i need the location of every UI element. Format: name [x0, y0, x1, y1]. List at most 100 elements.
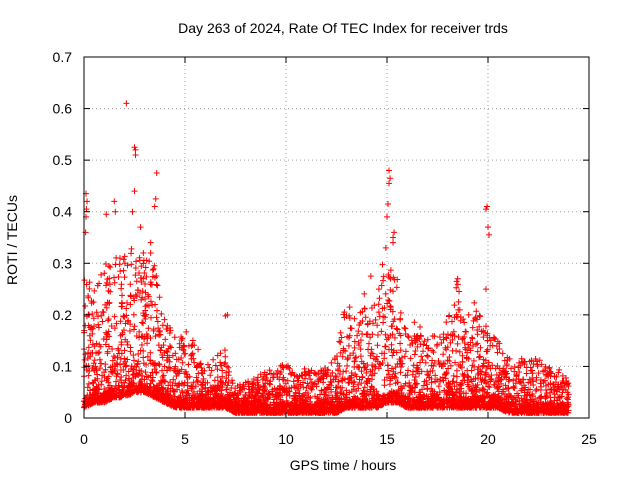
data-point: [82, 303, 89, 310]
data-point: [108, 323, 115, 330]
data-point: [147, 239, 154, 246]
data-point: [500, 365, 507, 372]
data-point: [157, 331, 164, 338]
data-point: [411, 319, 418, 326]
data-point: [457, 363, 464, 370]
data-point: [152, 195, 159, 202]
data-point: [93, 385, 100, 392]
data-point: [144, 353, 151, 360]
data-point: [85, 380, 92, 387]
data-point: [165, 399, 172, 406]
data-point: [345, 379, 352, 386]
data-point: [429, 397, 436, 404]
data-point: [99, 318, 106, 325]
data-point: [365, 375, 372, 382]
data-point: [266, 380, 273, 387]
data-point: [123, 305, 130, 312]
data-point: [283, 363, 290, 370]
data-point: [532, 396, 539, 403]
data-point: [103, 211, 110, 218]
data-point: [162, 398, 169, 405]
data-point: [178, 366, 185, 373]
data-point: [339, 384, 346, 391]
data-point: [167, 392, 174, 399]
data-point: [315, 378, 322, 385]
data-point: [411, 332, 418, 339]
data-point: [341, 314, 348, 321]
data-point: [417, 394, 424, 401]
data-point: [453, 347, 460, 354]
data-point: [199, 367, 206, 374]
data-point: [111, 365, 118, 372]
data-point: [492, 336, 499, 343]
data-point: [321, 370, 328, 377]
data-point: [104, 350, 111, 357]
data-point: [335, 378, 342, 385]
data-point: [429, 404, 436, 411]
data-point: [224, 401, 231, 408]
data-point: [232, 407, 239, 414]
data-point: [480, 386, 487, 393]
data-point: [433, 377, 440, 384]
data-point: [391, 229, 398, 236]
data-point: [340, 311, 347, 318]
data-point: [337, 329, 344, 336]
data-point: [113, 392, 120, 399]
data-point: [303, 371, 310, 378]
data-point: [342, 348, 349, 355]
data-point: [515, 375, 522, 382]
x-tick-label: 15: [379, 431, 395, 447]
data-point: [364, 321, 371, 328]
data-point: [415, 366, 422, 373]
data-point: [362, 314, 369, 321]
data-point: [178, 380, 185, 387]
data-point: [527, 364, 534, 371]
data-point: [411, 389, 418, 396]
data-point: [357, 309, 364, 316]
data-point: [200, 394, 207, 401]
data-point: [90, 360, 97, 367]
data-point: [224, 363, 231, 370]
data-point: [119, 292, 126, 299]
data-point: [352, 354, 359, 361]
data-point: [117, 356, 124, 363]
data-point: [210, 356, 217, 363]
data-point: [107, 264, 114, 271]
data-point: [308, 367, 315, 374]
data-point: [499, 350, 506, 357]
data-point: [94, 375, 101, 382]
data-point: [160, 392, 167, 399]
data-point: [106, 387, 113, 394]
data-point: [449, 336, 456, 343]
data-point: [274, 367, 281, 374]
data-point: [394, 326, 401, 333]
data-point: [127, 293, 134, 300]
data-point: [160, 372, 167, 379]
x-axis-label: GPS time / hours: [290, 457, 397, 473]
data-point: [166, 343, 173, 350]
data-point: [120, 256, 127, 263]
data-point: [532, 387, 539, 394]
data-point: [219, 367, 226, 374]
data-point: [404, 396, 411, 403]
data-point: [357, 346, 364, 353]
data-point: [94, 395, 101, 402]
data-point: [562, 375, 569, 382]
data-point: [204, 361, 211, 368]
data-point: [466, 385, 473, 392]
data-point: [91, 343, 98, 350]
data-point: [164, 390, 171, 397]
y-axis-label: ROTI / TECUs: [4, 195, 20, 285]
data-point: [493, 396, 500, 403]
data-point: [212, 399, 219, 406]
data-point: [387, 286, 394, 293]
data-point: [435, 358, 442, 365]
data-point: [128, 365, 135, 372]
data-point: [523, 370, 530, 377]
data-point: [269, 388, 276, 395]
data-point: [194, 363, 201, 370]
data-point: [403, 400, 410, 407]
data-point: [126, 389, 133, 396]
data-point: [375, 309, 382, 316]
data-point: [470, 401, 477, 408]
